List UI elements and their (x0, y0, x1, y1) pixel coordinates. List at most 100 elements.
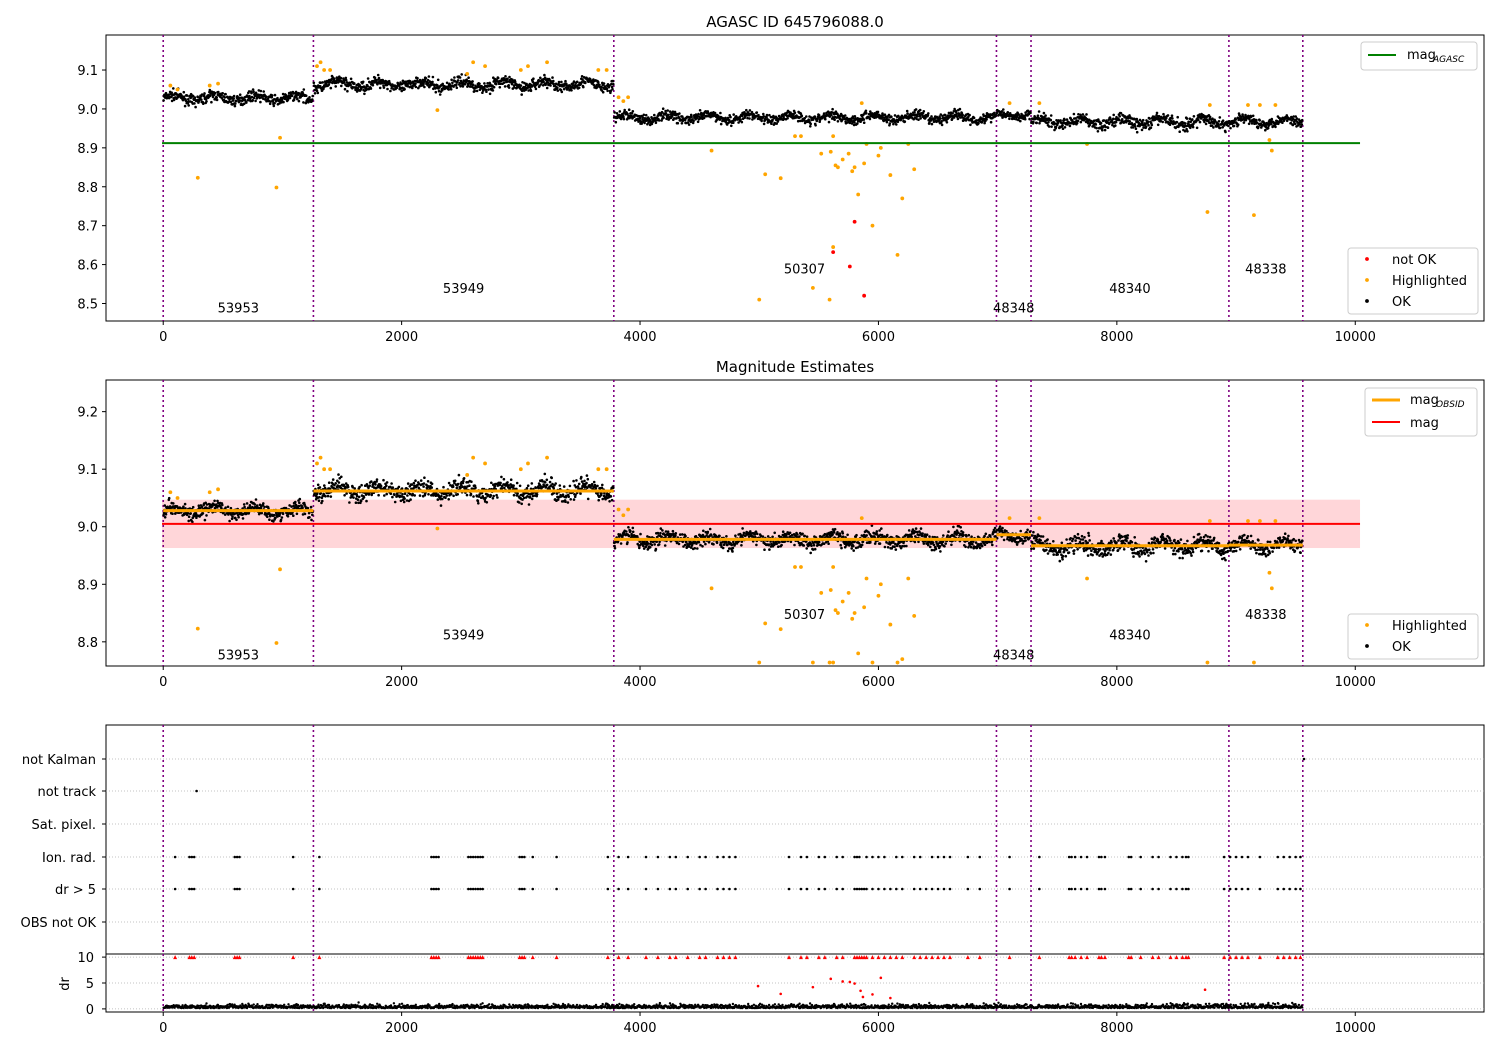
ok-point (280, 516, 284, 519)
ok-point (1047, 125, 1051, 128)
ok-point (677, 542, 681, 546)
ok-point (329, 86, 333, 90)
ok-point (702, 116, 706, 120)
ok-point (457, 473, 461, 477)
ok-point (499, 82, 502, 85)
ok-point (503, 486, 506, 490)
ok-point (835, 116, 838, 119)
ok-point (796, 533, 799, 536)
ok-point (243, 505, 246, 509)
ok-point (983, 121, 986, 125)
highlighted-point (274, 185, 279, 190)
ok-point (490, 481, 493, 485)
ok-points (162, 73, 1304, 134)
ok-point (1072, 112, 1076, 116)
ok-point (182, 505, 185, 509)
ok-point (556, 498, 560, 501)
ok-point (880, 116, 884, 119)
ok-point (189, 512, 192, 515)
ok-point (773, 531, 776, 535)
ok-point (737, 121, 740, 124)
ok-point (953, 107, 956, 111)
ok-point (513, 86, 516, 89)
ok-point (1095, 126, 1098, 130)
ok-point (346, 485, 350, 489)
ok-point (980, 544, 984, 548)
ok-point (485, 501, 489, 504)
ok-point (470, 480, 473, 484)
ok-point (393, 493, 396, 497)
ok-point (400, 89, 404, 93)
ok-point (1244, 118, 1248, 122)
ok-point (1103, 128, 1107, 132)
ok-point (813, 115, 817, 118)
ok-point (1047, 121, 1050, 124)
ok-point (572, 479, 575, 483)
ok-point (648, 546, 652, 549)
ok-point (409, 498, 412, 501)
ok-point (343, 87, 347, 91)
ok-point (444, 496, 447, 500)
ok-point (326, 494, 330, 498)
ok-point (438, 93, 442, 96)
ok-point (312, 81, 316, 85)
obsid-label: 50307 (784, 262, 825, 277)
ok-point (918, 108, 922, 112)
ok-point (805, 115, 808, 118)
ok-point (1142, 126, 1145, 129)
ok-point (168, 505, 172, 508)
ok-point (1292, 115, 1295, 118)
ok-point (687, 115, 690, 119)
ok-point (427, 75, 431, 78)
ok-point (1170, 114, 1174, 117)
ok-point (809, 122, 812, 126)
ok-point (376, 73, 380, 77)
ok-point (678, 112, 681, 115)
ok-point (442, 485, 445, 489)
ok-point (1135, 117, 1139, 121)
ok-point (488, 92, 492, 96)
ok-point (862, 118, 866, 121)
ok-point (940, 123, 944, 127)
ok-point (969, 123, 972, 127)
ok-point (262, 90, 266, 93)
ok-point (467, 76, 470, 79)
ok-point (968, 113, 971, 117)
ok-point (741, 527, 744, 530)
ok-point (856, 122, 859, 125)
ok-point (193, 96, 197, 99)
ok-point (1107, 122, 1111, 126)
ok-point (833, 118, 836, 121)
ok-point (1198, 120, 1202, 124)
ok-point (896, 120, 900, 123)
ok-point (1133, 125, 1137, 128)
ok-point (525, 486, 529, 490)
ok-point (182, 512, 186, 515)
ok-point (913, 540, 917, 544)
ok-point (1035, 121, 1038, 125)
ok-point (913, 111, 916, 114)
ok-point (1069, 122, 1073, 125)
highlighted-point (757, 297, 762, 302)
ok-point (841, 535, 845, 538)
ok-point (594, 486, 598, 490)
ok-point (351, 85, 355, 89)
ok-point (357, 495, 361, 499)
ok-point (666, 113, 670, 117)
ok-points (162, 472, 1304, 563)
ok-point (303, 512, 307, 516)
ok-point (436, 498, 440, 501)
highlighted-point (1269, 148, 1274, 153)
ok-point (456, 482, 460, 486)
ok-point (629, 529, 632, 533)
x-tick-label: 4000 (623, 330, 656, 345)
ok-point (377, 493, 380, 497)
ok-point (521, 81, 524, 84)
ok-point (918, 114, 922, 118)
ok-point (775, 122, 778, 125)
ok-point (726, 116, 730, 120)
ok-point (832, 531, 836, 534)
ok-point (922, 110, 926, 113)
ok-point (586, 497, 590, 501)
ok-point (907, 529, 911, 532)
